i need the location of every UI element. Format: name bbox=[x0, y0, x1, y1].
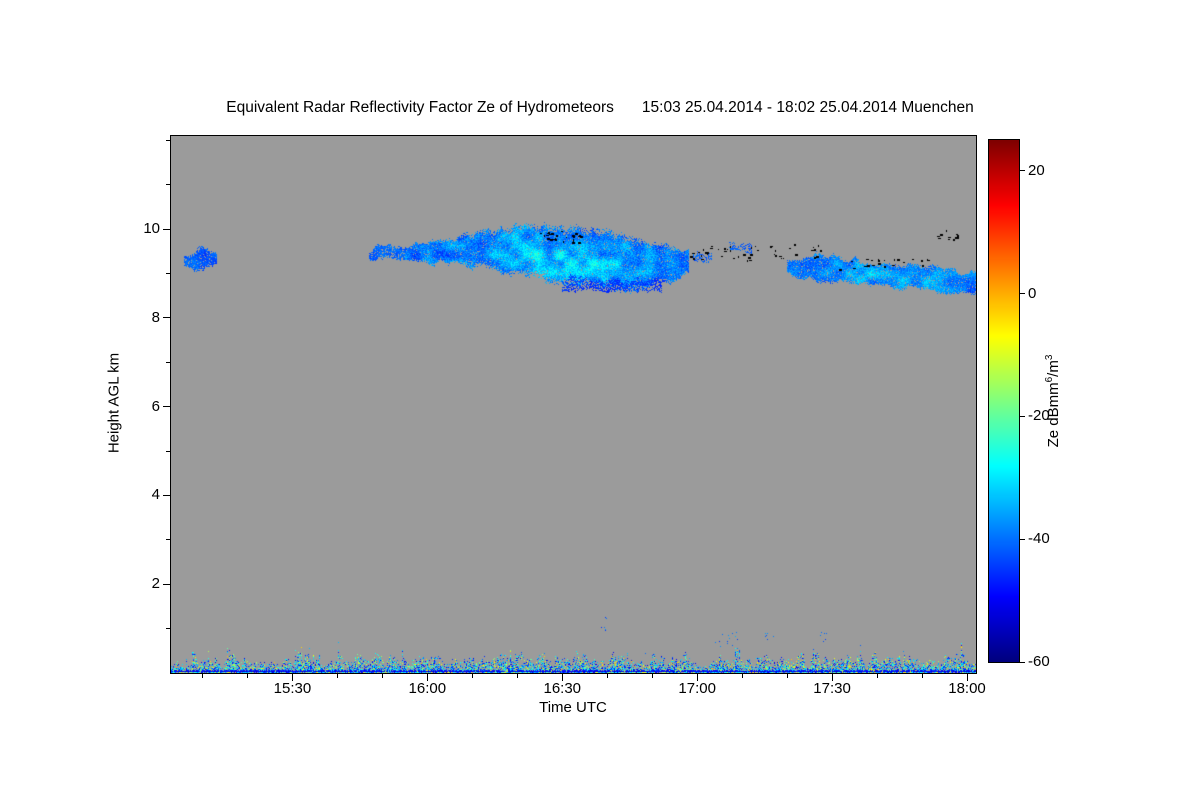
colorbar-canvas bbox=[989, 140, 1019, 662]
x-tick-label: 17:30 bbox=[813, 680, 851, 697]
x-tick-label: 16:30 bbox=[543, 680, 582, 697]
y-tick-label: 8 bbox=[151, 308, 160, 326]
colorbar-tick bbox=[1020, 538, 1025, 540]
x-axis-minor-tick bbox=[786, 674, 788, 678]
chart-title-daterange: 15:03 25.04.2014 - 18:02 25.04.2014 Muen… bbox=[641, 99, 974, 116]
colorbar-tick bbox=[1020, 170, 1025, 172]
colorbar-label-sup-3: 3 bbox=[1044, 354, 1055, 361]
x-axis-minor-tick bbox=[201, 674, 203, 678]
colorbar-tick-label: -40 bbox=[1028, 530, 1050, 548]
plot-area bbox=[170, 135, 977, 674]
x-tick-label: 16:00 bbox=[408, 680, 447, 697]
x-axis-minor-tick bbox=[246, 674, 248, 678]
y-axis-minor-tick bbox=[166, 184, 170, 186]
y-axis-minor-tick bbox=[166, 450, 170, 452]
x-axis-minor-tick bbox=[741, 674, 743, 678]
y-axis-minor-tick bbox=[166, 361, 170, 363]
y-tick-label: 4 bbox=[151, 486, 160, 504]
x-axis-tick bbox=[426, 674, 428, 681]
y-axis-tick bbox=[163, 406, 170, 408]
colorbar-label-mid: /m bbox=[1045, 360, 1062, 377]
y-axis-tick bbox=[163, 583, 170, 585]
x-axis-label: Time UTC bbox=[539, 699, 607, 716]
heatmap-canvas bbox=[171, 136, 976, 673]
x-axis-tick bbox=[966, 674, 968, 681]
y-axis-tick bbox=[163, 228, 170, 230]
x-axis-tick bbox=[291, 674, 293, 681]
y-tick-label: 10 bbox=[143, 220, 160, 238]
chart-title-main: Equivalent Radar Reflectivity Factor Ze … bbox=[226, 99, 614, 116]
chart-title: Equivalent Radar Reflectivity Factor Ze … bbox=[0, 99, 1200, 117]
colorbar bbox=[988, 139, 1020, 663]
y-axis-tick bbox=[163, 317, 170, 319]
y-axis-tick bbox=[163, 494, 170, 496]
x-axis-minor-tick bbox=[381, 674, 383, 678]
x-axis-minor-tick bbox=[471, 674, 473, 678]
colorbar-tick-label: 0 bbox=[1028, 284, 1037, 302]
x-axis-minor-tick bbox=[921, 674, 923, 678]
colorbar-label-sup-6: 6 bbox=[1044, 376, 1055, 383]
y-axis-minor-tick bbox=[166, 539, 170, 541]
colorbar-tick-label: -20 bbox=[1028, 407, 1050, 425]
x-axis-tick bbox=[831, 674, 833, 681]
x-axis-minor-tick bbox=[336, 674, 338, 678]
colorbar-tick bbox=[1020, 293, 1025, 295]
x-axis-tick bbox=[696, 674, 698, 681]
x-axis-minor-tick bbox=[651, 674, 653, 678]
x-axis-minor-tick bbox=[516, 674, 518, 678]
colorbar-tick bbox=[1020, 415, 1025, 417]
colorbar-tick bbox=[1020, 661, 1025, 663]
x-axis-minor-tick bbox=[606, 674, 608, 678]
x-axis-tick bbox=[561, 674, 563, 681]
x-tick-label: 18:00 bbox=[948, 680, 986, 697]
y-axis-minor-tick bbox=[166, 628, 170, 630]
y-axis-minor-tick bbox=[166, 139, 170, 141]
y-tick-label: 2 bbox=[151, 575, 160, 593]
y-axis-minor-tick bbox=[166, 273, 170, 275]
colorbar-tick-label: 20 bbox=[1028, 161, 1045, 179]
colorbar-tick-label: -60 bbox=[1028, 653, 1050, 670]
x-tick-label: 17:00 bbox=[678, 680, 716, 697]
y-tick-label: 6 bbox=[151, 397, 160, 415]
x-tick-label: 15:30 bbox=[273, 680, 312, 697]
x-axis-minor-tick bbox=[876, 674, 878, 678]
colorbar-label: Ze dBmm6/m3 bbox=[1044, 355, 1062, 448]
